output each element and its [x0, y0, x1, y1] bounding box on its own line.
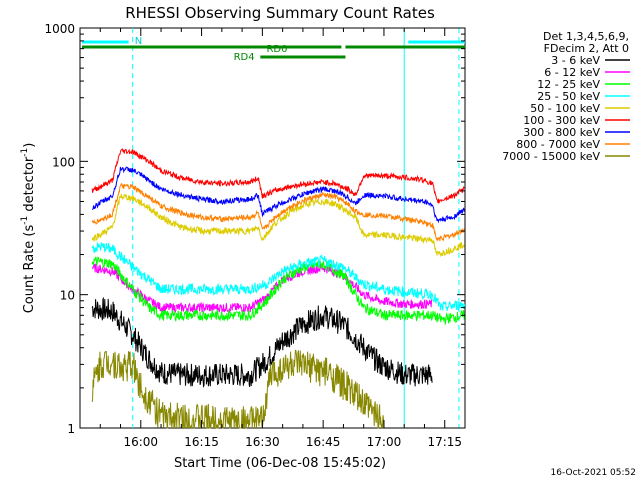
x-tick-label-1: 16:15	[184, 435, 219, 449]
legend-label-2: 6 - 12 keV	[544, 66, 600, 79]
n-label: N	[135, 36, 142, 47]
y-tick-label-3: 1000	[44, 22, 75, 36]
series-line-1	[91, 296, 433, 388]
legend: Det 1,3,4,5,6,9,FDecim 2, Att 03 - 6 keV…	[502, 30, 630, 163]
x-tick-label-4: 17:00	[367, 435, 402, 449]
legend-label-5: 50 - 100 keV	[530, 102, 600, 115]
series-line-3	[91, 256, 465, 326]
x-axis-label: Start Time (06-Dec-08 15:45:02)	[174, 456, 386, 471]
plot-frame	[79, 27, 466, 429]
rd0-label: RD0	[266, 44, 287, 55]
series-line-2	[91, 263, 433, 314]
chart-title: RHESSI Observing Summary Count Rates	[125, 4, 435, 22]
x-tick-label-2: 16:30	[245, 435, 280, 449]
legend-label-8: 800 - 7000 keV	[516, 138, 600, 151]
legend-header-1: FDecim 2, Att 0	[544, 42, 629, 55]
series-line-5	[91, 193, 465, 258]
legend-label-4: 25 - 50 keV	[537, 90, 600, 103]
render-timestamp: 16-Oct-2021 05:52	[551, 468, 636, 478]
series-line-6	[91, 148, 465, 205]
y-tick-label-0: 1	[67, 422, 75, 436]
y-axis-label: Count Rate (s-1 detector-1)	[20, 143, 37, 314]
series-group	[91, 148, 466, 430]
legend-label-1: 3 - 6 keV	[551, 54, 600, 67]
x-tick-label-3: 16:45	[306, 435, 341, 449]
axes: 16:00 16:15 16:30 16:45 17:00 17:15 1 10 100 1000	[44, 22, 466, 449]
y-tick-label-1: 10	[60, 289, 75, 303]
y-tick-label-2: 100	[52, 155, 75, 169]
x-tick-label-0: 16:00	[123, 435, 158, 449]
series-line-4	[91, 242, 466, 312]
series-line-7	[91, 166, 466, 224]
legend-label-7: 300 - 800 keV	[523, 126, 600, 139]
series-line-8	[91, 183, 465, 242]
series-line-9	[91, 349, 385, 430]
rd4-label: RD4	[234, 52, 255, 63]
x-tick-label-5: 17:15	[427, 435, 462, 449]
legend-label-3: 12 - 25 keV	[537, 78, 600, 91]
legend-header-0: Det 1,3,4,5,6,9,	[543, 30, 629, 43]
legend-label-9: 7000 - 15000 keV	[502, 150, 600, 163]
legend-label-6: 100 - 300 keV	[523, 114, 600, 127]
